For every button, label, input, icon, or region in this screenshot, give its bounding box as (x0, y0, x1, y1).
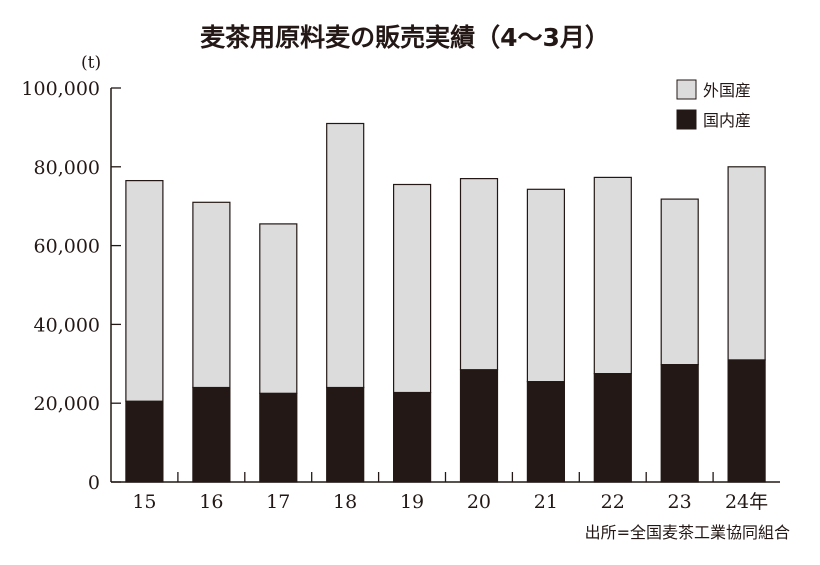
bar-group-9 (727, 166, 766, 483)
bar-group-4 (393, 183, 432, 483)
x-tick-label-4: 19 (400, 491, 424, 513)
x-tick-labels: 15 16 17 18 19 20 21 22 23 24年 (132, 491, 768, 513)
y-tick-label-3: 60,000 (34, 236, 100, 258)
bar-segment-domestic-7 (593, 373, 632, 483)
y-tick-label-2: 40,000 (34, 314, 100, 336)
x-tick-label-8: 23 (668, 491, 692, 513)
bar-segment-foreign-8 (660, 198, 699, 366)
x-tick-label-2: 17 (266, 491, 290, 513)
bar-group-5 (459, 178, 499, 483)
bar-segment-foreign-6 (526, 188, 566, 383)
x-tick-label-3: 18 (333, 491, 357, 513)
bar-segment-foreign-4 (393, 183, 432, 394)
bar-group-0 (125, 180, 164, 483)
x-tick-label-0: 15 (132, 491, 156, 513)
bar-segment-domestic-5 (459, 369, 499, 483)
y-tick-labels: 0 20,000 40,000 60,000 80,000 100,000 (21, 78, 100, 494)
bar-group-1 (192, 201, 231, 483)
y-axis-unit: (t) (81, 53, 101, 73)
bar-group-2 (259, 223, 298, 483)
bar-segment-domestic-0 (125, 400, 164, 483)
bar-group-7 (593, 176, 632, 483)
x-tick-label-1: 16 (199, 491, 223, 513)
bar-segment-domestic-4 (393, 392, 432, 483)
bar-segment-domestic-8 (660, 364, 699, 483)
y-tick-label-4: 80,000 (34, 157, 100, 179)
y-tick-label-0: 0 (88, 472, 100, 494)
axes-layer (110, 87, 780, 483)
legend-swatch-0 (676, 79, 697, 100)
bar-segment-foreign-1 (192, 201, 231, 389)
legend-label-1: 国内産 (703, 111, 751, 130)
bar-segment-foreign-0 (125, 180, 164, 402)
bar-group-3 (326, 122, 365, 483)
bar-segment-domestic-6 (526, 380, 566, 483)
source-note: 出所=全国麦茶工業協同組合 (585, 523, 790, 542)
chart-title: 麦茶用原料麦の販売実績（4～3月） (200, 23, 610, 52)
legend-swatch-1 (676, 109, 697, 130)
bar-segment-domestic-9 (727, 359, 766, 483)
bar-segment-foreign-5 (459, 178, 499, 371)
x-tick-label-9: 24年 (725, 491, 768, 513)
x-tick-label-7: 22 (601, 491, 625, 513)
y-tick-label-1: 20,000 (34, 393, 100, 415)
y-tick-label-5: 100,000 (21, 78, 100, 100)
bar-segment-foreign-2 (259, 223, 298, 394)
bar-segment-domestic-3 (326, 386, 365, 483)
bar-segment-domestic-1 (192, 386, 231, 483)
bar-group-8 (660, 198, 699, 483)
legend-label-0: 外国産 (703, 81, 751, 100)
bar-segment-foreign-7 (593, 176, 632, 375)
bar-segment-foreign-3 (326, 122, 365, 389)
bar-group-6 (526, 188, 566, 483)
x-tick-label-6: 21 (534, 491, 558, 513)
x-tick-label-5: 20 (467, 491, 491, 513)
bar-segment-foreign-9 (727, 166, 766, 361)
bar-segment-domestic-2 (259, 392, 298, 483)
bars-layer (125, 122, 766, 483)
